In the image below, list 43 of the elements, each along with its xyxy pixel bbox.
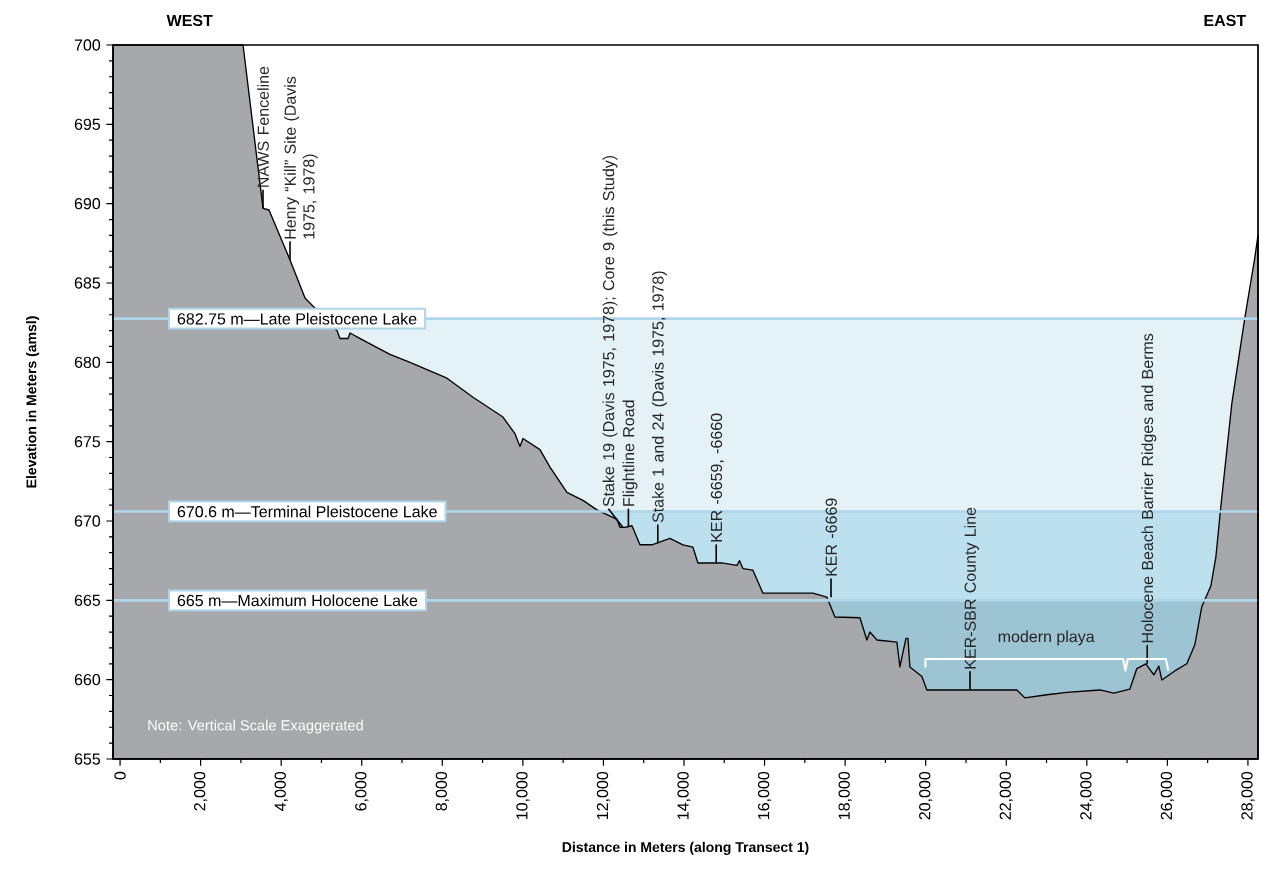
x-axis-title: Distance in Meters (along Transect 1): [562, 841, 809, 855]
annotation: Stake 1 and 24 (Davis 1975, 1978): [651, 271, 667, 523]
text: WEST: [166, 14, 213, 27]
annotation: NAWS Fenceline: [257, 66, 269, 187]
y-tick-label: 680: [74, 356, 101, 368]
x-tick-label: 18,000: [838, 771, 852, 819]
ref-line-label: 682.75 m—Late Pleistocene Lake: [177, 312, 417, 325]
x-tick-label: 10,000: [516, 771, 530, 819]
x-tick-label: 16,000: [757, 771, 772, 819]
annotation: Flightline Road: [622, 400, 638, 506]
y-tick-label: 655: [74, 753, 101, 765]
y-axis-title: Elevation in Meters (amsl): [26, 316, 40, 488]
y-tick-label: 670: [74, 515, 101, 527]
y-tick-label: 675: [74, 436, 101, 448]
x-tick-label: 22,000: [999, 771, 1013, 820]
annotation: Henry “Kill” Site (Davis 1975, 1978): [284, 76, 318, 239]
x-tick-label: 6,000: [355, 771, 369, 811]
x-tick-label: 0: [114, 771, 126, 780]
annotation: KER -6659, -6660: [710, 413, 724, 542]
x-tick-label: 4,000: [274, 771, 288, 811]
x-tick-label: 20,000: [919, 771, 933, 820]
y-tick-label: 695: [74, 118, 101, 130]
annotation: KER -6669: [825, 498, 837, 576]
text: EAST: [1204, 14, 1246, 27]
x-tick-label: 8,000: [435, 771, 449, 811]
y-tick-label: 700: [74, 39, 101, 51]
annotation: Holocene Beach Barrier Ridges and Berms: [1141, 333, 1157, 643]
x-tick-label: 26,000: [1160, 771, 1174, 820]
annotation: Stake 19 (Davis 1975, 1978); Core 9 (this Study): [602, 155, 618, 507]
annotation: KER-SBR County Line: [964, 507, 980, 669]
y-tick-label: 660: [74, 674, 101, 686]
x-tick-label: 2,000: [194, 771, 208, 811]
x-tick-label: 28,000: [1241, 771, 1255, 820]
y-tick-label: 685: [74, 277, 101, 289]
ref-line-label: 670.6 m—Terminal Pleistocene Lake: [177, 505, 437, 518]
y-tick-label: 690: [74, 198, 101, 210]
x-tick-label: 12,000: [596, 771, 611, 819]
x-tick-label: 24,000: [1080, 771, 1094, 820]
ref-line-label: 665 m—Maximum Holocene Lake: [177, 594, 418, 607]
annotation: Note: Vertical Scale Exaggerated: [148, 719, 363, 734]
annotation: modern playa: [998, 630, 1095, 646]
x-tick-label: 14,000: [677, 771, 691, 819]
y-tick-label: 665: [74, 594, 101, 606]
